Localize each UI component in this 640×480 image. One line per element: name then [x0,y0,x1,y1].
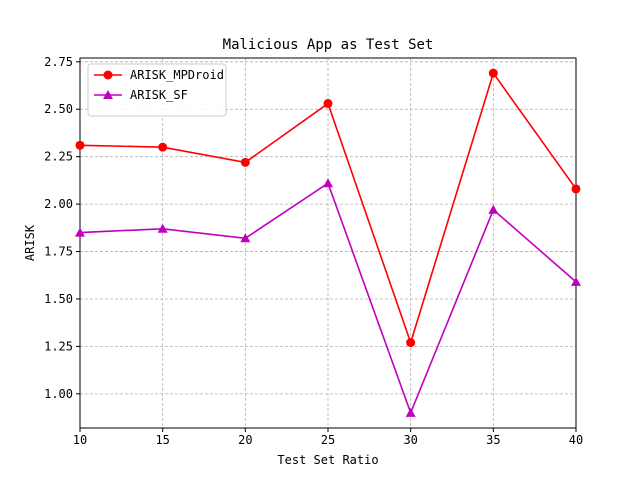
y-tick-label: 2.50 [44,102,73,116]
data-point [75,140,85,150]
data-point [157,223,168,233]
legend-marker [103,90,113,99]
legend-item: ARISK_MPDroid [94,68,224,82]
series-1 [75,178,581,417]
x-tick-label: 15 [155,433,169,447]
legend-item: ARISK_SF [94,88,188,102]
data-point [405,407,416,417]
series-0 [75,68,581,348]
legend-box [87,63,227,117]
y-axis-ticks: 1.00 1.25 1.50 1.75 2.00 2.25 2.50 2.75 [44,55,80,401]
series-layer [75,68,581,417]
x-tick-label: 20 [238,433,252,447]
data-point [240,233,251,243]
data-point [571,276,581,286]
y-tick-label: 1.50 [44,292,73,306]
legend-label: ARISK_MPDroid [130,68,224,82]
data-point [158,142,168,152]
y-tick-label: 1.75 [44,245,73,259]
x-tick-label: 30 [403,433,417,447]
data-point [488,68,498,78]
y-axis-label: ARISK [23,224,37,261]
x-axis-label: Test Set Ratio [277,453,378,467]
legend: ARISK_MPDroid ARISK_SF [87,63,227,117]
data-point [323,99,333,109]
x-tick-label: 35 [486,433,500,447]
y-tick-label: 1.25 [44,339,73,353]
x-axis-ticks: 10 15 20 25 30 35 40 [73,428,583,447]
x-tick-label: 40 [569,433,583,447]
data-point [75,227,85,237]
data-point [488,204,499,214]
data-point [240,157,250,167]
y-tick-label: 2.25 [44,150,73,164]
x-tick-label: 25 [321,433,335,447]
data-point [571,184,581,194]
data-point [323,178,333,188]
y-tick-label: 1.00 [44,387,73,401]
x-tick-label: 10 [73,433,87,447]
legend-marker [103,70,113,80]
legend-label: ARISK_SF [130,88,188,102]
data-point [406,338,416,348]
y-tick-label: 2.75 [44,55,73,69]
y-tick-label: 2.00 [44,197,73,211]
chart-title: Malicious App as Test Set [223,37,434,53]
